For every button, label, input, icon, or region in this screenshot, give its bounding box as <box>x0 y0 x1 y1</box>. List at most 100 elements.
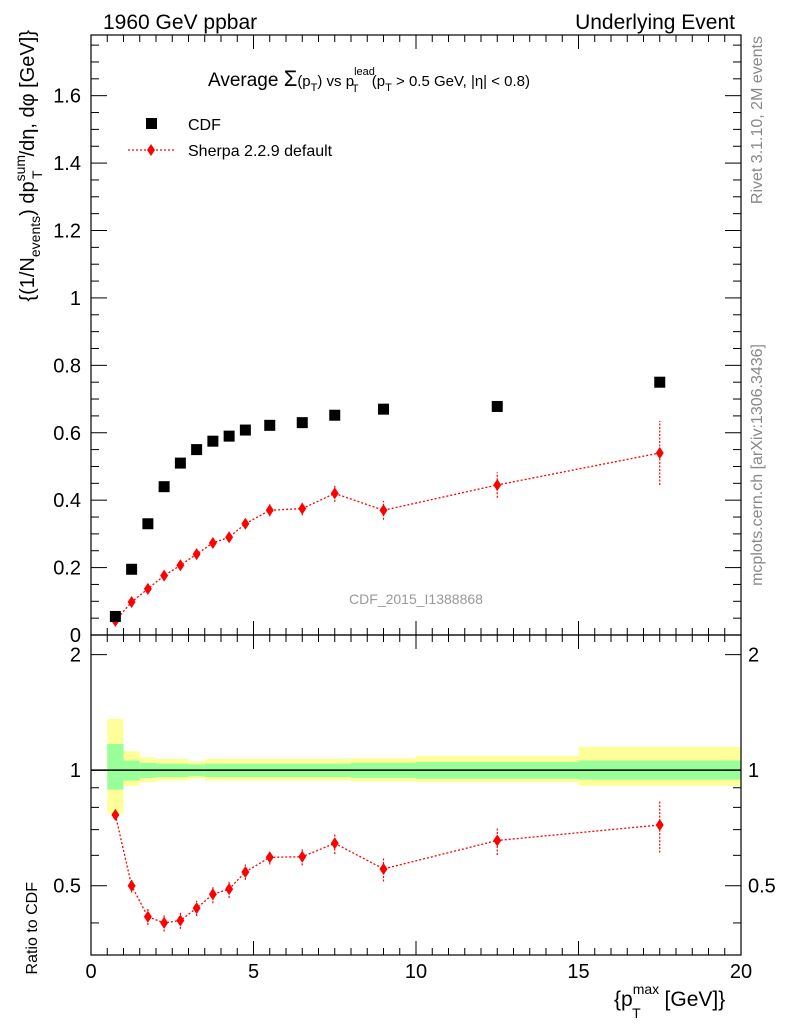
sherpa-point-12 <box>379 504 388 517</box>
cdf-point-0 <box>109 610 121 622</box>
cdf-point-4 <box>174 457 186 469</box>
ylabel-part-b: ) dp <box>17 181 39 215</box>
cdf-point-14 <box>654 376 666 388</box>
xlabel-part-b: [GeV]} <box>659 988 726 1011</box>
sherpa-point-7 <box>225 531 234 544</box>
ratio-band-green-0 <box>107 744 124 790</box>
ratio-sherpa-point-4 <box>176 914 185 927</box>
ratio-sherpa-point-0 <box>111 808 120 821</box>
title-vs: vs p <box>322 73 354 90</box>
ratio-sherpa-point-12 <box>379 862 388 875</box>
ratio-y-tick-label-right-0: 0.5 <box>748 876 776 898</box>
ratio-y-axis-label: Ratio to CDF <box>24 882 41 975</box>
header-right: Underlying Event <box>575 11 735 34</box>
sherpa-point-1 <box>127 595 136 608</box>
cdf-point-13 <box>491 400 503 412</box>
main-y-tick-label-2: 0.4 <box>53 490 81 512</box>
x-tick-label-0: 0 <box>85 961 96 983</box>
x-tick-label-1: 5 <box>248 961 259 983</box>
cdf-point-12 <box>378 403 389 415</box>
sherpa-point-9 <box>265 504 274 517</box>
cdf-point-11 <box>329 409 341 421</box>
legend: CDF Sherpa 2.2.9 default <box>128 117 333 160</box>
main-y-tick-label-0: 0 <box>70 625 81 647</box>
main-y-tick-label-4: 0.8 <box>53 355 81 377</box>
legend-cdf-label: CDF <box>188 117 221 134</box>
sherpa-point-8 <box>241 517 250 530</box>
ratio-sherpa-point-2 <box>143 910 152 923</box>
sherpa-point-5 <box>192 548 201 561</box>
title-sigma: Σ <box>284 66 298 91</box>
ylabel-part-a: {(1/N <box>17 257 39 301</box>
title-lead-sub: T <box>352 83 359 95</box>
main-y-tick-label-5: 1 <box>70 288 81 310</box>
sherpa-point-11 <box>330 487 339 500</box>
main-y-tick-label-3: 0.6 <box>53 423 81 445</box>
ratio-y-tick-label-right-2: 2 <box>748 645 759 667</box>
ratio-sherpa-point-6 <box>208 888 217 901</box>
ratio-sherpa-point-8 <box>241 865 250 878</box>
mcplots-reference-label: mcplots.cern.ch [arXiv:1306.3436] <box>749 344 766 586</box>
cdf-point-5 <box>191 444 203 456</box>
ylabel-t-sub: T <box>29 170 45 179</box>
legend-cdf-marker <box>146 118 157 129</box>
xlabel-t-sub: T <box>632 1005 641 1021</box>
cdf-point-8 <box>239 424 251 436</box>
ratio-sherpa-point-7 <box>225 883 234 896</box>
sherpa-line <box>114 452 660 622</box>
title-pt: (p <box>297 73 310 90</box>
main-y-tick-label-1: 0.2 <box>53 558 81 580</box>
main-y-axis-label: {(1/Nevents) dpsumT/dη, dφ [GeV]} <box>12 30 45 302</box>
title-close: ) <box>317 73 322 90</box>
main-y-tick-label-6: 1.2 <box>53 221 81 243</box>
ratio-y-tick-label-left-1: 1 <box>70 760 81 782</box>
ratio-sherpa-point-13 <box>493 834 502 847</box>
ratio-sherpa-point-3 <box>160 916 169 929</box>
sherpa-point-4 <box>176 559 185 572</box>
cdf-point-9 <box>264 419 276 431</box>
ratio-y-tick-label-left-2: 2 <box>70 645 81 667</box>
ylabel-part-c: /dη, dφ [GeV]} <box>17 30 39 157</box>
ratio-sherpa-point-1 <box>127 879 136 892</box>
main-y-tick-label-8: 1.6 <box>53 86 81 108</box>
x-tick-label-2: 10 <box>405 961 427 983</box>
ylabel-events-sub: events <box>27 216 43 257</box>
sherpa-point-6 <box>208 536 217 549</box>
xlabel-part-a: {p <box>614 988 633 1011</box>
ratio-y-tick-label-right-1: 1 <box>748 760 759 782</box>
sherpa-point-13 <box>493 479 502 491</box>
header-left: 1960 GeV ppbar <box>103 11 257 34</box>
ratio-y-tick-label-left-0: 0.5 <box>53 876 81 898</box>
x-tick-label-3: 15 <box>567 961 589 983</box>
ratio-sherpa-point-9 <box>265 851 274 864</box>
title-prefix: Average <box>208 70 284 91</box>
title-cut-rest: > 0.5 GeV, |η| < 0.8) <box>392 73 530 90</box>
cdf-point-3 <box>158 481 170 493</box>
xlabel-max-sup: max <box>633 981 659 997</box>
cdf-point-6 <box>207 435 219 447</box>
cdf-point-10 <box>296 417 308 429</box>
ratio-sherpa-point-5 <box>192 902 201 915</box>
x-axis-label: {pmax T [GeV]} <box>614 981 725 1021</box>
ratio-plot-frame <box>90 634 742 956</box>
analysis-watermark: CDF_2015_I1388868 <box>349 591 483 607</box>
ratio-sherpa-point-10 <box>298 850 307 863</box>
plot-title: Average Σ(pT) vs plead T (pT > 0.5 GeV, |… <box>208 66 530 95</box>
title-pt-sub: T <box>311 82 318 94</box>
cdf-point-7 <box>223 430 235 442</box>
title-cut: (p <box>368 73 386 90</box>
cdf-point-1 <box>126 563 138 575</box>
sherpa-point-3 <box>160 569 169 582</box>
ratio-series-group <box>111 801 664 932</box>
rivet-version-label: Rivet 3.1.10, 2M events <box>749 36 766 204</box>
ylabel-sum-sup: sum <box>12 155 28 181</box>
legend-sherpa-label: Sherpa 2.2.9 default <box>188 143 333 160</box>
x-tick-label-4: 20 <box>730 961 752 983</box>
ratio-sherpa-point-11 <box>330 837 339 850</box>
sherpa-point-10 <box>298 502 307 515</box>
ratio-sherpa-point-14 <box>655 818 664 831</box>
main-y-tick-label-7: 1.4 <box>53 153 81 175</box>
legend-sherpa-marker <box>147 144 155 156</box>
title-cut-sub: T <box>385 82 392 94</box>
